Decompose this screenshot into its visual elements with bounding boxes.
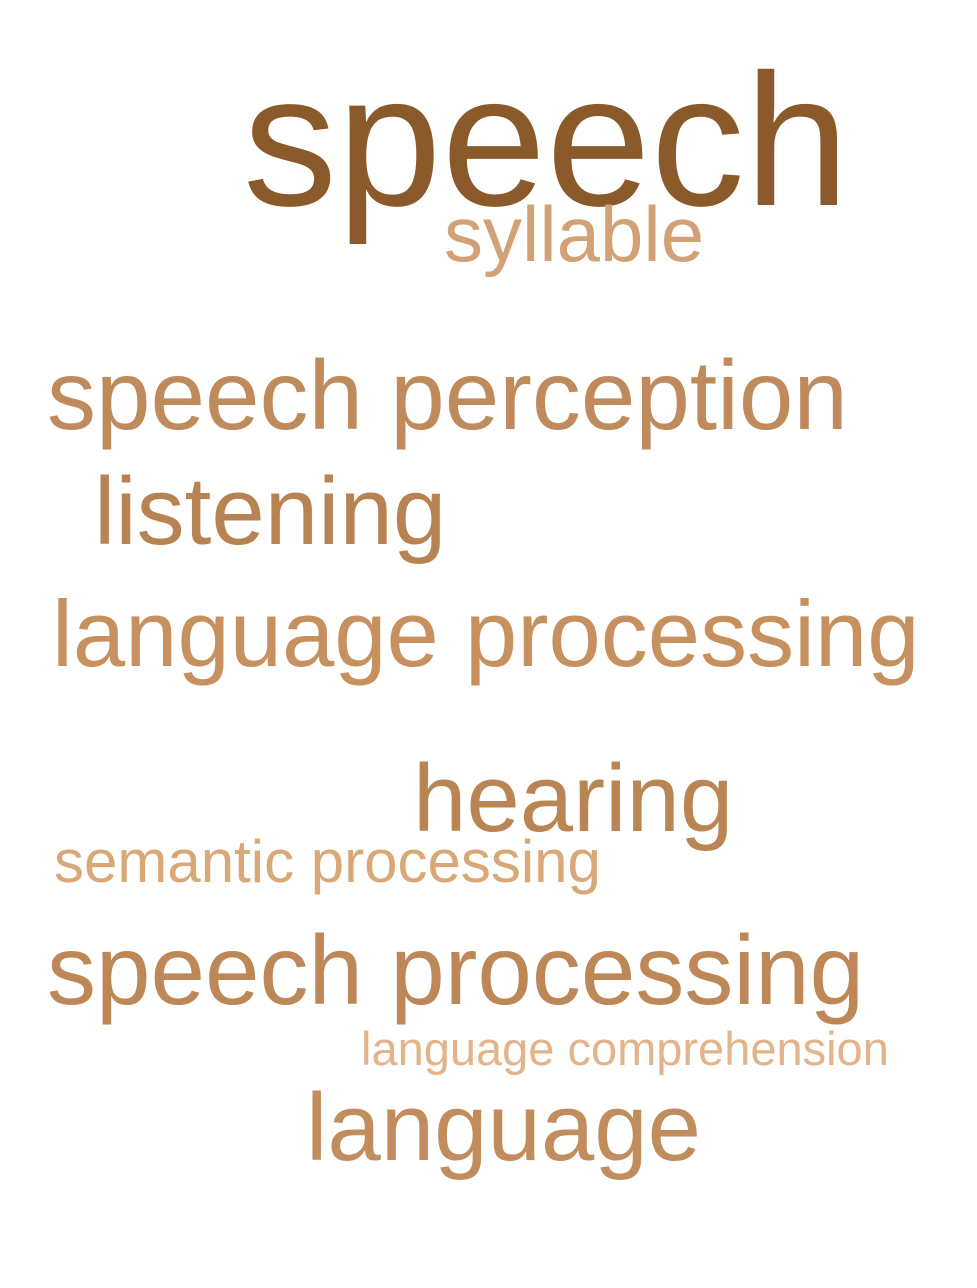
- word-language: language: [306, 1074, 702, 1181]
- word-speech-perception: speech perception: [47, 340, 848, 450]
- word-listening: listening: [94, 458, 447, 565]
- word-language-processing: language processing: [52, 581, 920, 686]
- word-language-comprehension: language comprehension: [361, 1022, 889, 1075]
- word-speech: speech: [243, 35, 850, 245]
- word-semantic-processing: semantic processing: [54, 828, 601, 895]
- word-syllable: syllable: [444, 190, 705, 278]
- word-speech-processing: speech processing: [47, 915, 865, 1025]
- word-hearing: hearing: [413, 745, 734, 852]
